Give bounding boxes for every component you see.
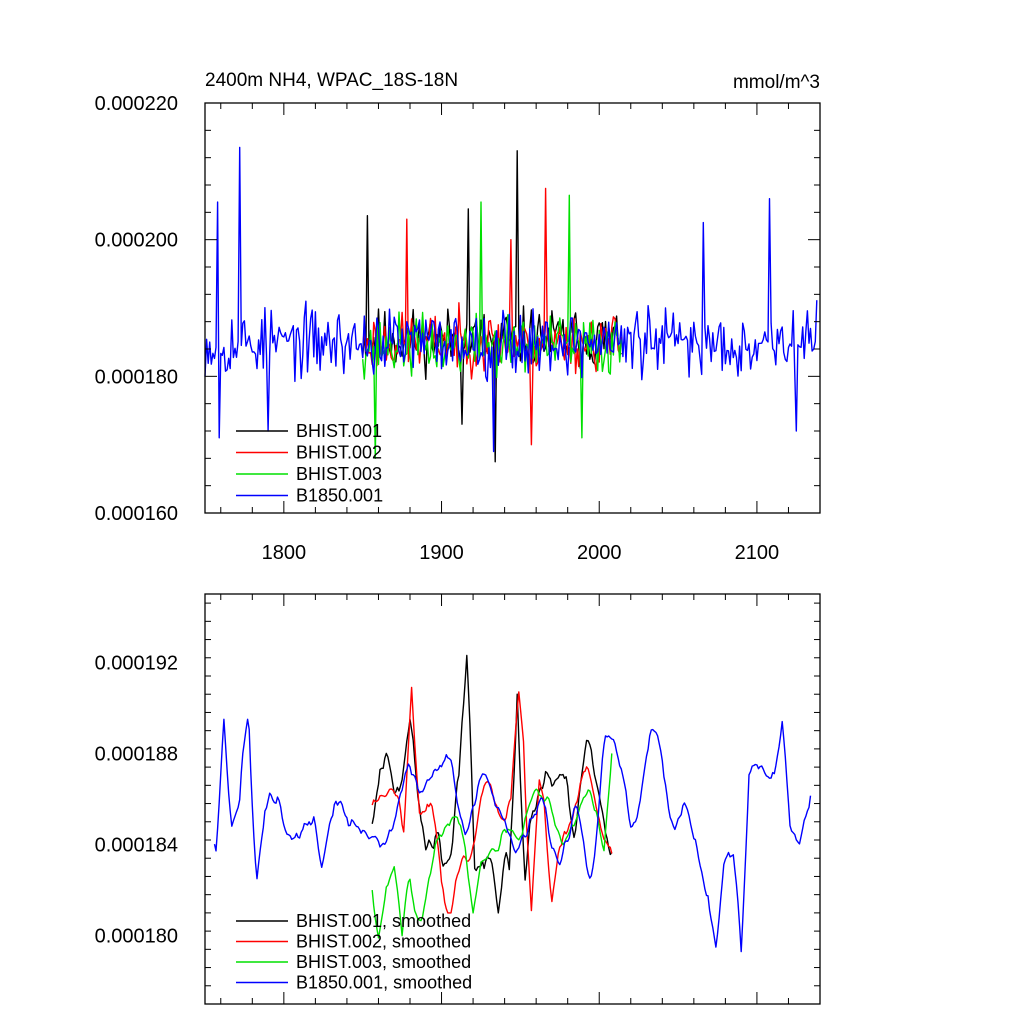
series-line-b1850-001 — [204, 146, 818, 453]
y-tick-label: 0.000180 — [95, 926, 178, 948]
y-tick-label: 0.000160 — [95, 503, 178, 525]
legend-label: B1850.001 — [296, 486, 383, 506]
y-tick-label: 0.000180 — [95, 366, 178, 388]
axis-ticks: 0.000180 0.000184 0.000188 0.000192 — [95, 594, 821, 1005]
top-panel: 2400m NH4, WPAC_18S-18N mmol/m^3 0.00016… — [95, 70, 821, 564]
x-tick-label: 1900 — [419, 542, 464, 564]
series-line-bhist-002 — [362, 187, 622, 446]
series-lines — [204, 146, 818, 463]
legend-label: BHIST.001, smoothed — [296, 911, 471, 931]
legend-label: BHIST.003, smoothed — [296, 952, 471, 972]
y-tick-label: 0.000184 — [95, 835, 178, 857]
y-tick-label: 0.000192 — [95, 652, 178, 674]
x-tick-label: 2100 — [735, 542, 780, 564]
y-tick-label: 0.000188 — [95, 743, 178, 765]
legend-label: BHIST.003 — [296, 464, 382, 484]
y-tick-label: 0.000200 — [95, 230, 178, 252]
y-tick-label: 0.000220 — [95, 93, 178, 115]
chart-title: 2400m NH4, WPAC_18S-18N — [205, 70, 458, 91]
legend-label: B1850.001, smoothed — [296, 973, 472, 993]
plot-frame — [204, 593, 821, 1005]
legend-label: BHIST.002, smoothed — [296, 932, 471, 952]
series-lines — [213, 654, 812, 953]
series-line-b1850-001-smoothed — [213, 718, 812, 953]
legend-label: BHIST.002 — [296, 443, 382, 463]
x-tick-label: 2000 — [577, 542, 622, 564]
x-tick-label: 1800 — [262, 542, 307, 564]
legend-label: BHIST.001 — [296, 421, 382, 441]
plot-frame — [204, 102, 821, 514]
bottom-panel: 0.000180 0.000184 0.000188 0.000192 BHIST.0… — [95, 593, 821, 1005]
chart-units: mmol/m^3 — [733, 72, 820, 93]
series-line-bhist-003 — [362, 194, 622, 459]
axis-ticks: 0.000160 0.000180 0.000200 0.000220 1800 1900… — [95, 93, 821, 564]
